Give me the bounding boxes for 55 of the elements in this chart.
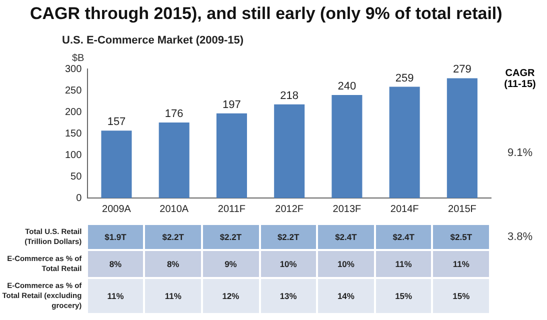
x-tick-label: 2014F [390, 204, 419, 215]
data-label: 240 [338, 80, 356, 92]
data-label: 157 [107, 116, 126, 128]
text: 15% [376, 279, 434, 313]
x-tick-label: 2010A [160, 204, 189, 215]
text: $2.4T [318, 225, 376, 249]
text: 10% [318, 251, 376, 277]
x-tick-label: 2015F [448, 204, 476, 215]
text: $2.2T [202, 225, 261, 249]
text: 13% [260, 279, 318, 313]
bar [101, 130, 132, 198]
text: 9% [202, 251, 261, 277]
text: 11% [145, 279, 203, 313]
data-label: 197 [222, 98, 241, 111]
text: 12% [202, 279, 261, 313]
y-tick-label: 250 [64, 85, 82, 96]
bar [389, 86, 420, 198]
bar [446, 78, 478, 198]
x-tick-label: 2013F [332, 204, 362, 215]
y-tick-label: 50 [70, 171, 82, 182]
text: 14% [318, 279, 376, 313]
y-tick-label: 200 [64, 106, 82, 118]
text: $2.2T [145, 225, 203, 249]
data-label: 218 [280, 90, 299, 102]
bar [332, 94, 362, 198]
bar [158, 122, 190, 198]
x-tick-label: 2011F [218, 204, 246, 215]
text: $2.5T [433, 225, 491, 249]
bar [274, 104, 305, 198]
text: 11% [376, 251, 434, 277]
y-tick-label: 100 [64, 150, 82, 161]
x-tick-label: 2012F [275, 204, 304, 215]
text: 15% [433, 279, 491, 313]
text: 9.1% [506, 147, 534, 159]
data-label: 259 [395, 72, 414, 84]
text: $2.4T [376, 225, 434, 249]
text: 11% [88, 279, 146, 313]
data-label: 279 [453, 64, 472, 76]
data-label: 176 [164, 108, 184, 120]
text: 3.8% [506, 231, 534, 243]
text: 8% [88, 251, 146, 277]
y-tick-label: 300 [64, 64, 82, 75]
x-tick-label: 2009A [102, 204, 132, 215]
text: $2.2T [260, 225, 318, 249]
bar [216, 113, 247, 198]
text: $1.9T [88, 225, 146, 249]
y-axis-title: $B [72, 52, 85, 64]
y-tick-label: 0 [76, 192, 82, 204]
y-tick-label: 150 [64, 128, 82, 140]
text: CAGR (11-15) [503, 68, 537, 90]
text: 8% [145, 251, 203, 277]
text: CAGR through 2015), and still early (only 9% of total retail) [30, 4, 502, 24]
text: 11% [433, 251, 491, 277]
text: 10% [260, 251, 318, 277]
chart-title: U.S. E-Commerce Market (2009-15) [62, 34, 244, 47]
